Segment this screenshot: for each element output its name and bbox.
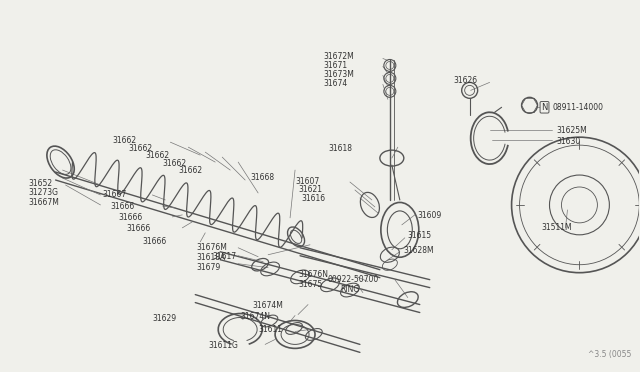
Text: 31662: 31662 <box>163 158 186 167</box>
Text: 31652: 31652 <box>29 179 52 187</box>
Text: 31672M: 31672M <box>323 52 354 61</box>
Text: 31621: 31621 <box>298 186 322 195</box>
Text: 31626: 31626 <box>454 76 478 85</box>
Text: 31667M: 31667M <box>29 198 60 208</box>
Text: RING: RING <box>340 285 359 294</box>
Text: 31662: 31662 <box>145 151 170 160</box>
Text: 31629: 31629 <box>152 314 177 323</box>
Text: 31667: 31667 <box>102 190 127 199</box>
Text: 31676M: 31676M <box>196 243 227 252</box>
Text: 31630: 31630 <box>557 137 580 146</box>
Text: 31662: 31662 <box>179 166 202 174</box>
Text: 31611G: 31611G <box>208 341 238 350</box>
Text: 31617: 31617 <box>212 252 236 261</box>
Text: 31616: 31616 <box>301 195 325 203</box>
Text: 31511M: 31511M <box>541 223 572 232</box>
Text: 31666: 31666 <box>118 214 143 222</box>
Text: 31674: 31674 <box>323 79 348 88</box>
Text: N: N <box>541 103 548 112</box>
Text: 31666: 31666 <box>142 237 166 246</box>
Text: ^3.5 (0055: ^3.5 (0055 <box>588 350 631 359</box>
Text: 31611: 31611 <box>258 325 282 334</box>
Text: 31273G: 31273G <box>29 189 59 198</box>
Text: 31675: 31675 <box>298 280 323 289</box>
Text: 31607: 31607 <box>295 177 319 186</box>
Text: 08911-14000: 08911-14000 <box>552 103 604 112</box>
Text: 31679: 31679 <box>196 263 221 272</box>
Text: 31674N: 31674N <box>240 312 270 321</box>
Text: 31609: 31609 <box>418 211 442 220</box>
Text: 31618A: 31618A <box>196 253 225 262</box>
Text: 00922-50700: 00922-50700 <box>328 275 380 284</box>
Text: 31668: 31668 <box>250 173 275 182</box>
Text: 31673M: 31673M <box>323 70 354 79</box>
Text: 31628M: 31628M <box>404 246 435 255</box>
Text: 31674M: 31674M <box>252 301 283 310</box>
Text: 31618: 31618 <box>328 144 352 153</box>
Text: 31662: 31662 <box>113 136 136 145</box>
Text: 31671: 31671 <box>323 61 347 70</box>
Text: 31666: 31666 <box>111 202 134 211</box>
Text: 31666: 31666 <box>127 224 150 233</box>
Text: 31615: 31615 <box>408 231 432 240</box>
Text: 31676N: 31676N <box>298 270 328 279</box>
Text: 31662: 31662 <box>129 144 152 153</box>
Text: 31625M: 31625M <box>557 126 588 135</box>
